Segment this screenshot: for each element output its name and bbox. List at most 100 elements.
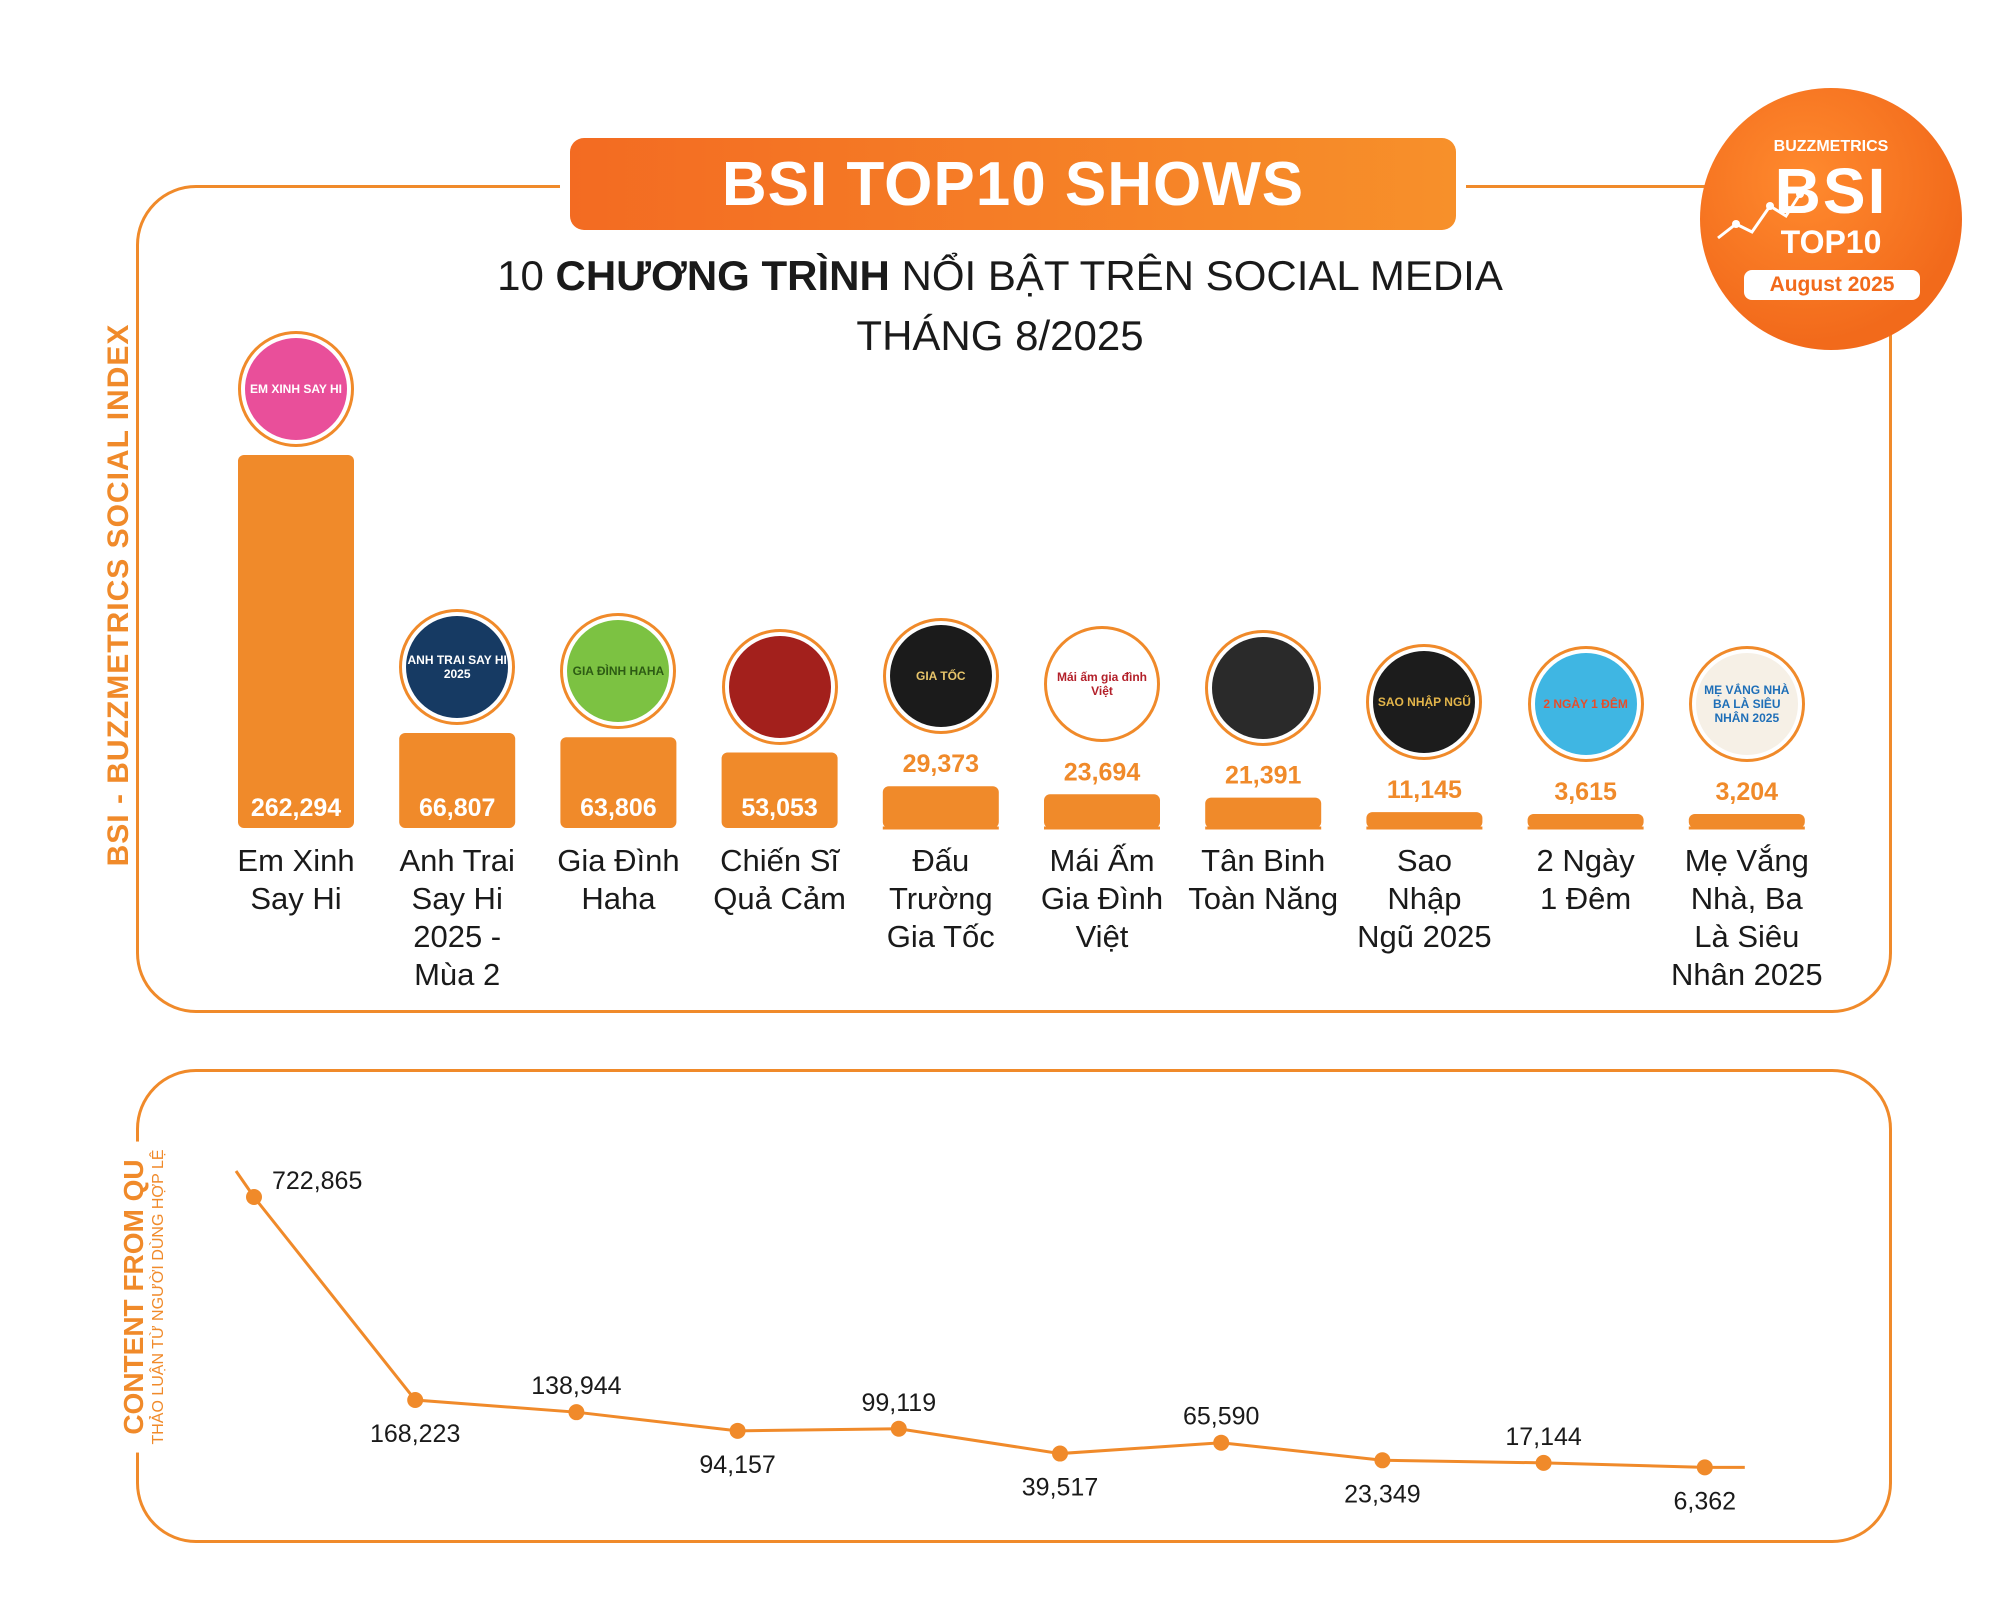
badge-month: August 2025 bbox=[1744, 270, 1920, 300]
bar-value-label: 29,373 bbox=[903, 750, 979, 778]
badge-top10: TOP10 bbox=[1780, 224, 1882, 260]
bar bbox=[1688, 814, 1805, 828]
bar bbox=[1527, 814, 1644, 828]
show-logo-icon: 2 NGÀY 1 ĐÊM bbox=[1527, 646, 1644, 762]
bar-value-label: 262,294 bbox=[251, 794, 341, 822]
bsi-top10-badge: BUZZMETRICS BSI TOP10 August 2025 bbox=[1700, 88, 1962, 350]
content-value-label: 6,362 bbox=[1674, 1487, 1737, 1515]
bar-value-label: 53,053 bbox=[741, 794, 817, 822]
category-label: Anh Trai bbox=[399, 843, 514, 878]
bar-value-label: 3,204 bbox=[1716, 778, 1779, 806]
content-point bbox=[1696, 1459, 1713, 1476]
bar bbox=[560, 737, 677, 828]
content-value-label: 94,157 bbox=[699, 1451, 775, 1479]
content-value-label: 39,517 bbox=[1022, 1474, 1098, 1502]
show-logo-icon: MẸ VẮNG NHÀ BA LÀ SIÊU NHÂN 2025 bbox=[1688, 646, 1805, 762]
category-label: Toàn Năng bbox=[1188, 881, 1338, 916]
bar bbox=[882, 786, 999, 828]
category-label: Haha bbox=[581, 881, 656, 916]
category-label: Quả Cảm bbox=[713, 881, 846, 916]
content-point bbox=[890, 1420, 907, 1437]
badge-brand: BUZZMETRICS bbox=[1773, 138, 1889, 155]
show-logo-text: Mái ấm gia đình Việt bbox=[1051, 633, 1153, 736]
content-value-label: 99,119 bbox=[861, 1389, 936, 1417]
show-logo-text: ANH TRAI SAY HI 2025 bbox=[406, 615, 509, 718]
content-point bbox=[1213, 1434, 1230, 1451]
category-label: Gia Đình bbox=[1041, 881, 1163, 916]
category-label: 2 Ngày bbox=[1536, 843, 1635, 878]
bar bbox=[1366, 812, 1483, 828]
category-label: Tân Binh bbox=[1201, 843, 1325, 878]
sparkline-icon bbox=[1717, 190, 1804, 240]
content-point bbox=[1374, 1452, 1391, 1469]
show-logo-text: MẸ VẮNG NHÀ BA LÀ SIÊU NHÂN 2025 bbox=[1695, 653, 1798, 755]
badge-bsi: BSI bbox=[1774, 155, 1888, 227]
category-label: 1 Đêm bbox=[1540, 881, 1631, 916]
category-label: Sao bbox=[1397, 843, 1452, 878]
show-logo-text: 2 NGÀY 1 ĐÊM bbox=[1534, 653, 1637, 755]
bar bbox=[238, 455, 354, 828]
category-label: Mùa 2 bbox=[414, 957, 500, 992]
subtitle-bold: CHƯƠNG TRÌNH bbox=[555, 252, 890, 299]
category-label: Say Hi bbox=[250, 881, 341, 916]
category-label: Chiến Sĩ bbox=[720, 843, 840, 878]
show-logo-text: GIA TỐC bbox=[889, 625, 992, 728]
bar-value-label: 23,694 bbox=[1064, 758, 1141, 786]
show-logo-text: GIA ĐÌNH HAHA bbox=[567, 620, 670, 723]
content-point bbox=[246, 1189, 262, 1205]
bar-value-label: 3,615 bbox=[1554, 778, 1617, 806]
bar bbox=[1205, 797, 1322, 828]
category-label: 2025 - bbox=[413, 919, 501, 954]
category-label: Trường bbox=[889, 881, 993, 916]
content-point bbox=[568, 1404, 585, 1421]
content-point bbox=[1052, 1445, 1068, 1462]
show-logo-icon: SAO NHẬP NGŨ bbox=[1366, 644, 1483, 761]
show-logo-icon: ANH TRAI SAY HI 2025 bbox=[399, 608, 516, 725]
content-point bbox=[729, 1422, 746, 1439]
bar bbox=[721, 752, 838, 828]
show-logo-icon: Mái ấm gia đình Việt bbox=[1044, 626, 1160, 743]
content-value-label: 17,144 bbox=[1505, 1423, 1582, 1451]
content-series-line bbox=[234, 1170, 1745, 1469]
show-logo-text: SAO NHẬP NGŨ bbox=[1373, 651, 1476, 754]
category-label: Việt bbox=[1076, 919, 1129, 954]
show-logo-icon: GIA ĐÌNH HAHA bbox=[560, 613, 677, 730]
page-title: BSI TOP10 SHOWS bbox=[570, 138, 1456, 230]
category-label: Mẹ Vắng bbox=[1685, 843, 1809, 878]
category-label: Ngũ 2025 bbox=[1357, 919, 1491, 954]
bar bbox=[1044, 794, 1160, 828]
bar bbox=[399, 732, 516, 828]
subtitle-suffix: NỔI BẬT TRÊN SOCIAL MEDIA bbox=[889, 252, 1503, 299]
show-logo-text: EM XINH SAY HI bbox=[245, 338, 347, 440]
category-label: Mái Ấm bbox=[1049, 843, 1154, 878]
content-point bbox=[1535, 1454, 1552, 1471]
subtitle-line-2: THÁNG 8/2025 bbox=[856, 312, 1144, 359]
subtitle-prefix: 10 bbox=[497, 252, 556, 299]
category-label: Gia Đình bbox=[557, 843, 679, 878]
bar-value-label: 66,807 bbox=[419, 794, 495, 822]
content-value-label: 23,349 bbox=[1344, 1480, 1420, 1508]
content-value-label: 168,223 bbox=[370, 1420, 460, 1448]
category-label: Nhà, Ba bbox=[1691, 881, 1804, 916]
category-label: Nhân 2025 bbox=[1671, 957, 1823, 992]
bar-value-label: 63,806 bbox=[580, 794, 656, 822]
content-point bbox=[407, 1392, 424, 1408]
category-label: Em Xinh bbox=[237, 843, 354, 878]
category-label: Là Siêu bbox=[1694, 919, 1799, 954]
category-label: Đấu bbox=[912, 843, 969, 878]
bar-value-label: 21,391 bbox=[1225, 762, 1302, 790]
category-label: Gia Tốc bbox=[887, 919, 995, 954]
show-logo-icon bbox=[721, 628, 838, 745]
show-logo-icon bbox=[1205, 629, 1322, 746]
show-logo-icon: EM XINH SAY HI bbox=[238, 331, 354, 447]
show-logo-text bbox=[728, 635, 831, 738]
content-value-label: 65,590 bbox=[1183, 1403, 1259, 1431]
show-logo-icon: GIA TỐC bbox=[882, 618, 999, 735]
content-value-label: 722,865 bbox=[272, 1167, 362, 1195]
bar-value-label: 11,145 bbox=[1387, 776, 1462, 804]
subtitle-line-1: 10 CHƯƠNG TRÌNH NỔI BẬT TRÊN SOCIAL MEDI… bbox=[0, 252, 2000, 300]
show-logo-text bbox=[1212, 636, 1315, 739]
category-label: Nhập bbox=[1387, 881, 1461, 916]
category-label: Say Hi bbox=[412, 881, 503, 916]
